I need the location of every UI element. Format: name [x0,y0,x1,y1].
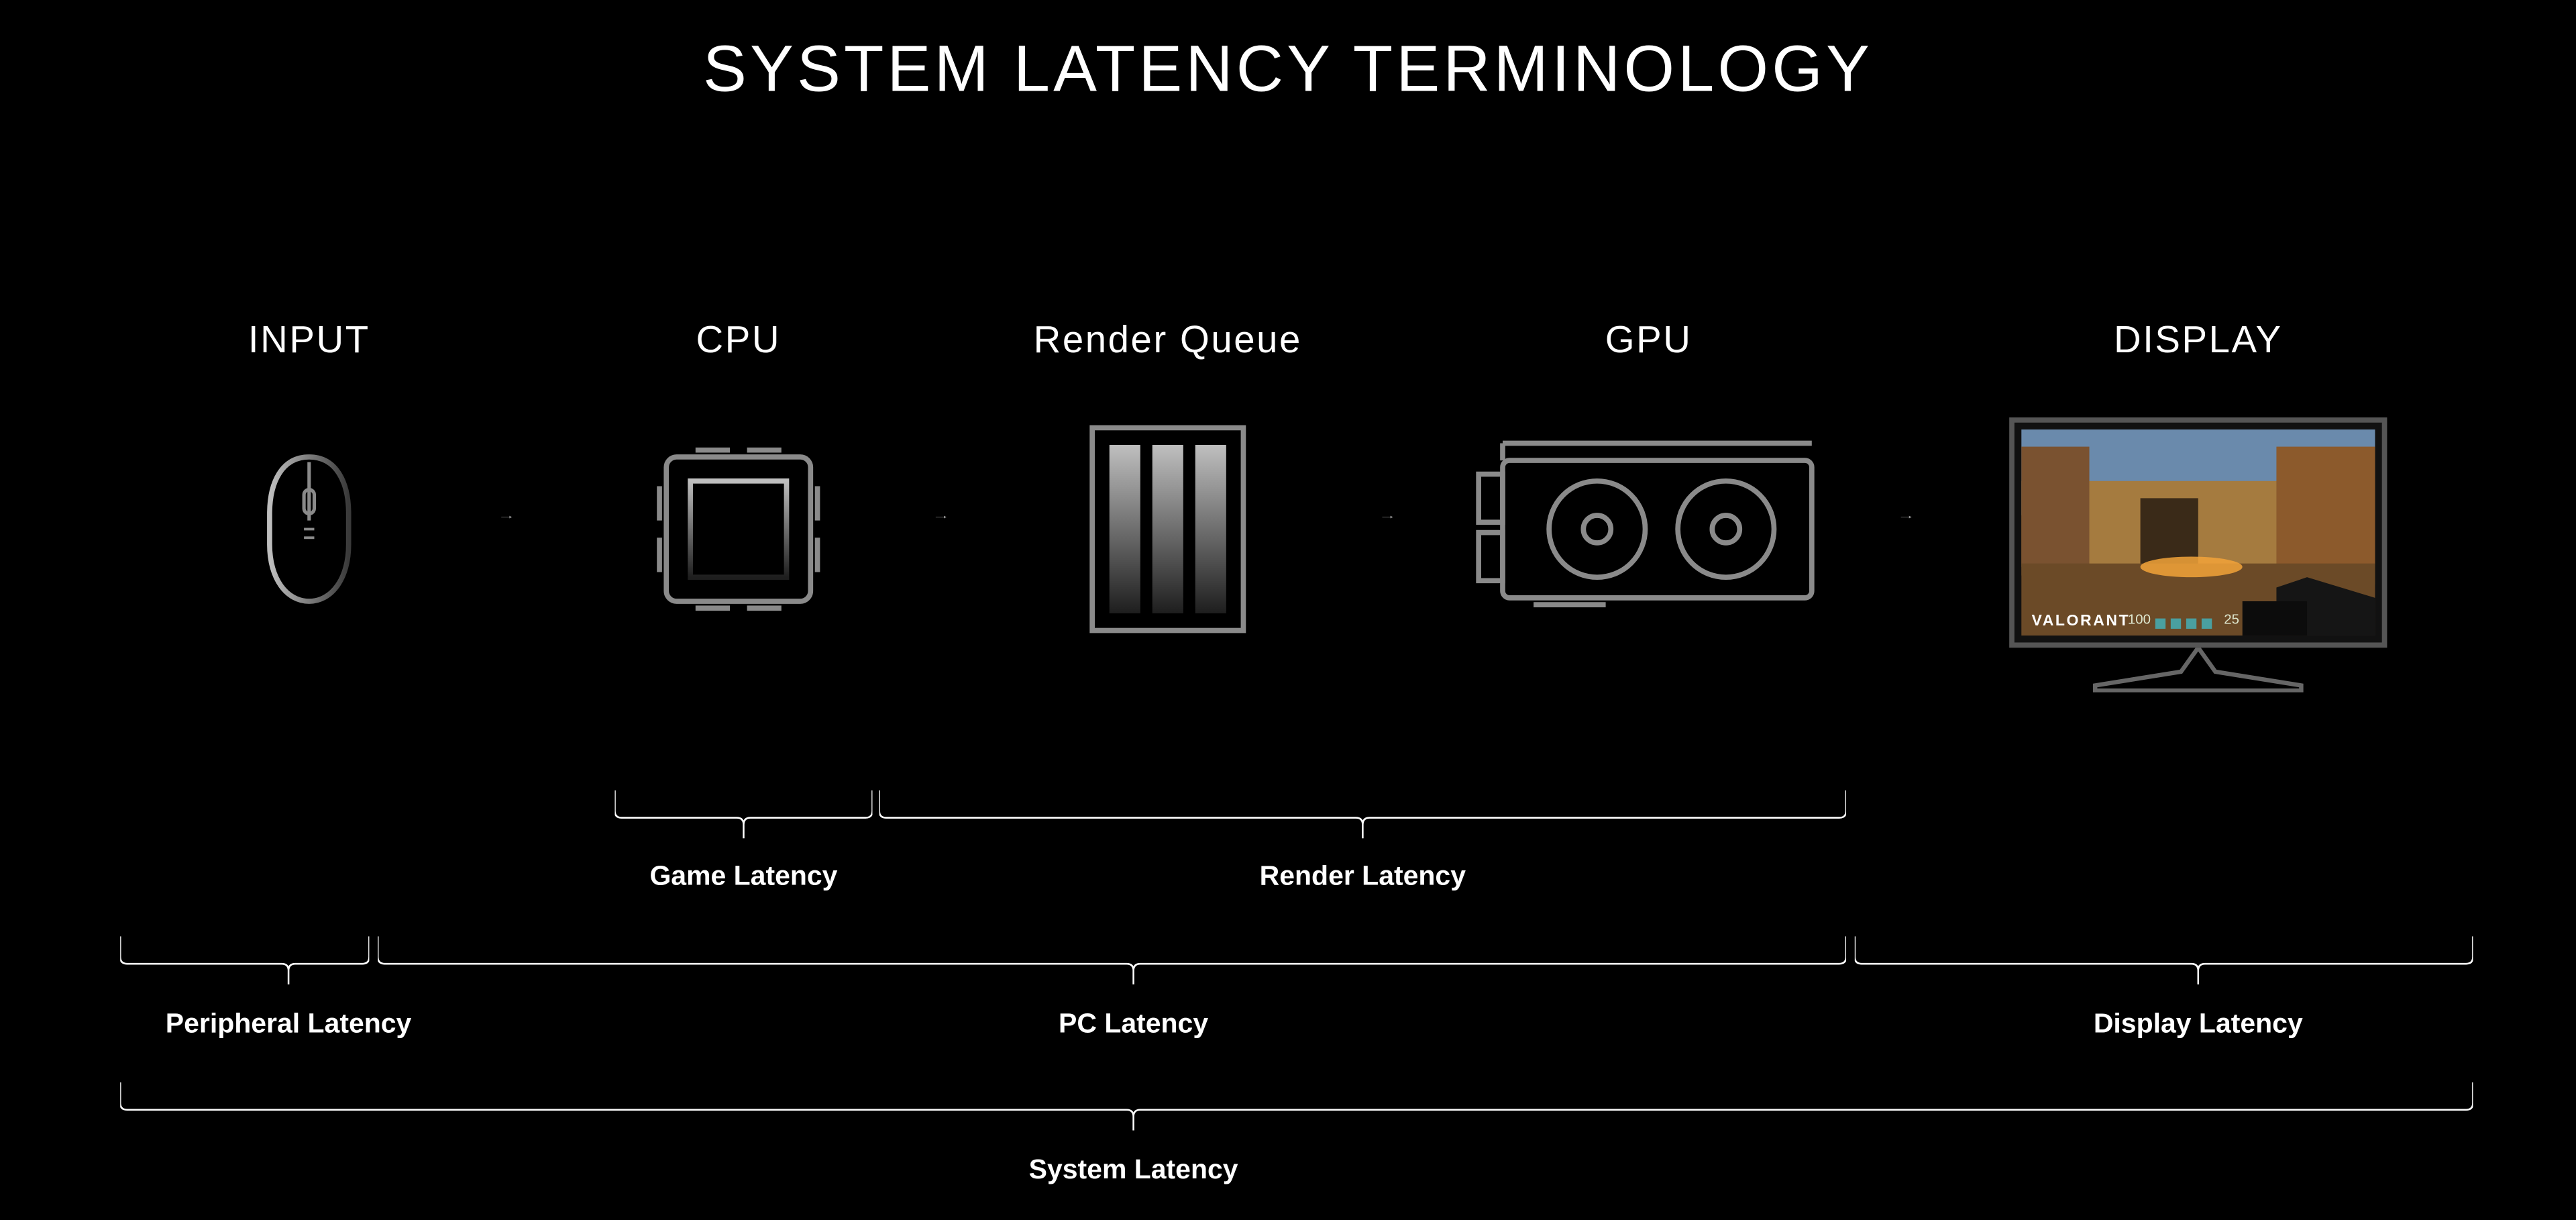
monitor-icon: VALORANT 100 25 [1975,417,2422,693]
arrow-icon [1864,515,1949,519]
arrow-icon [464,515,549,519]
brace-system-latency [120,1082,2473,1137]
game-name-label: VALORANT [2031,611,2130,629]
gpu-icon [1460,417,1837,641]
stage-label-render-queue: Render Queue [996,318,1340,363]
brace-game-latency [614,791,872,846]
monitor-stand-icon [2009,648,2387,693]
stage-label-gpu: GPU [1460,318,1837,363]
stage-display: DISPLAY [1975,318,2422,693]
stage-label-cpu: CPU [601,318,876,363]
mouse-icon [172,417,447,641]
brace-label-display-latency: Display Latency [1855,1010,2542,1041]
brace-peripheral-latency [120,936,369,991]
brace-display-latency [1855,936,2473,991]
stage-render-queue: Render Queue [996,318,1340,641]
render-queue-icon [996,417,1340,641]
brace-label-game-latency: Game Latency [614,862,872,893]
arrow-icon [1344,515,1430,519]
stage-cpu: CPU [601,318,876,641]
brace-render-latency [879,791,1846,846]
stage-gpu: GPU [1460,318,1837,641]
stage-label-display: DISPLAY [1975,318,2422,363]
cpu-icon [601,417,876,641]
brace-label-render-latency: Render Latency [879,862,1846,893]
brace-label-pc-latency: PC Latency [378,1010,1889,1041]
hud-right-value: 25 [2224,611,2239,627]
hud-ability-icons [2155,619,2212,629]
arrow-icon [898,515,984,519]
diagram-title: SYSTEM LATENCY TERMINOLOGY [0,34,2576,108]
stage-input: INPUT [172,318,447,641]
brace-label-system-latency: System Latency [120,1156,2147,1187]
hud-left-value: 100 [2128,611,2151,627]
brace-pc-latency [378,936,1846,991]
stage-label-input: INPUT [172,318,447,363]
